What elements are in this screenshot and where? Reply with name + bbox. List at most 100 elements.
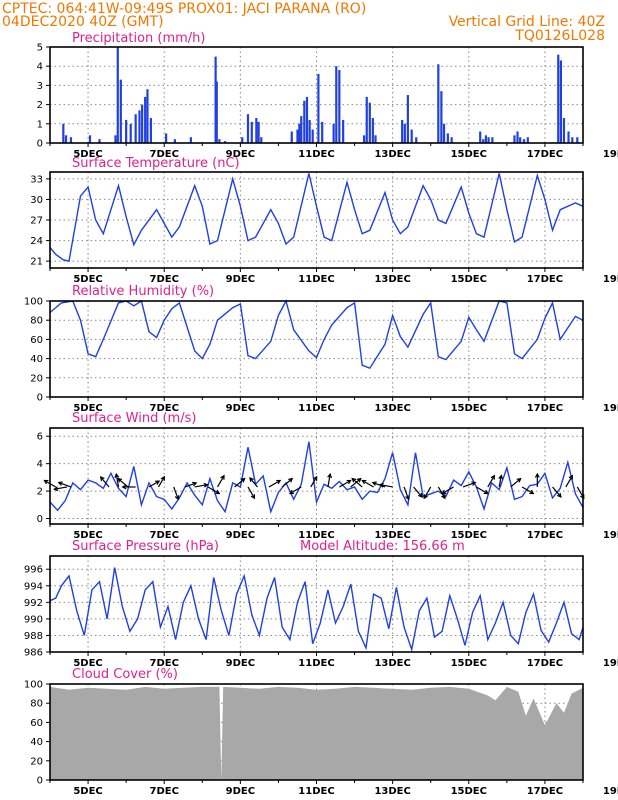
precip-bar: [218, 139, 221, 143]
wind-arrow-shaft: [327, 474, 331, 488]
wind-arrow: [288, 486, 302, 495]
precip-bar: [69, 137, 73, 143]
precip-bar: [300, 116, 303, 143]
precip-xtick-label: 9DEC: [226, 149, 255, 160]
precip-ytick-label: 4: [37, 62, 43, 73]
wind-arrow-shaft: [350, 478, 362, 488]
temperature-xtick-label: 15DEC: [451, 274, 487, 285]
cloud-xtick-label: 9DEC: [226, 786, 255, 797]
precip-bar: [410, 129, 413, 143]
precip-bar: [362, 135, 366, 143]
pressure-ytick-label: 996: [24, 565, 43, 576]
cloud-xtick-label: 13DEC: [374, 786, 410, 797]
wind-arrow: [117, 477, 129, 488]
wind-arrow: [207, 486, 221, 495]
precip-xtick-label: 17DEC: [527, 149, 563, 160]
wind-arrow-head: [378, 482, 384, 488]
precip-bar: [311, 129, 314, 143]
pressure-xtick-label: 5DEC: [73, 658, 102, 669]
wind-arrow: [378, 482, 393, 488]
pressure-xtick-label: 7DEC: [149, 658, 178, 669]
precip-bar: [62, 123, 65, 143]
wind-arrow-shaft: [372, 481, 386, 488]
wind-arrow: [99, 476, 110, 488]
precip-bar: [308, 119, 311, 143]
wind-ytick-label: 2: [37, 487, 43, 498]
precip-title: Precipitation (mm/h): [72, 31, 205, 46]
humidity-xtick-label: 19DEC: [603, 403, 618, 414]
wind-ytick-label: 6: [37, 432, 43, 443]
header-run-time: 04DEC2020 40Z (GMT): [2, 14, 164, 30]
wind-arrow: [534, 472, 540, 487]
wind-arrow-shaft: [281, 478, 293, 488]
humidity-xtick-label: 15DEC: [451, 403, 487, 414]
cloud-xtick-label: 7DEC: [149, 786, 178, 797]
humidity-ytick-label: 80: [30, 316, 43, 327]
cloud-ytick-label: 60: [30, 718, 43, 729]
wind-arrow: [216, 474, 225, 488]
temperature-ytick-label: 27: [30, 216, 43, 227]
wind-arrow: [565, 474, 573, 488]
precip-bar: [149, 118, 152, 143]
temperature-panel: 5DEC 7DEC 9DEC 11DEC 13DEC 15DEC 17DEC 19DEC 21 2…: [30, 171, 618, 285]
wind-arrow-shaft: [117, 478, 129, 488]
wind-arrow: [552, 486, 562, 498]
precip-bar: [224, 141, 227, 143]
wind-arrow-head: [117, 477, 123, 483]
wind-arrow: [327, 472, 333, 488]
wind-arrow-head: [490, 474, 495, 480]
wind-arrow: [361, 479, 374, 488]
wind-arrow: [53, 486, 68, 492]
wind-arrow-shaft: [148, 480, 160, 488]
temperature-xtick-label: 9DEC: [226, 274, 255, 285]
precip-bar: [146, 89, 149, 143]
precip-bar: [368, 102, 371, 143]
wind-arrow-head: [529, 489, 535, 495]
wind-arrow-head: [53, 486, 59, 492]
precip-bar: [144, 96, 147, 143]
precip-bar: [98, 139, 101, 143]
wind-arrow: [249, 477, 258, 488]
pressure-ytick-label: 988: [24, 631, 43, 642]
cloud-frame: [49, 683, 584, 781]
precip-xtick-label: 7DEC: [149, 149, 178, 160]
wind-xtick-label: 13DEC: [374, 530, 410, 541]
precip-xtick-label: 11DEC: [298, 149, 334, 160]
wind-arrow: [121, 484, 136, 490]
wind-arrow-head: [441, 489, 447, 495]
wind-arrow-head: [361, 479, 367, 485]
wind-arrow-shaft: [339, 479, 351, 488]
humidity-ytick-label: 60: [30, 335, 43, 346]
header-location: CPTEC: 064:41W-09:49S PROX01: JACI PARAN…: [2, 1, 366, 17]
precip-bar: [401, 119, 404, 143]
wind-arrow-head: [351, 477, 357, 483]
wind-arrow-head: [174, 495, 180, 501]
wind-arrow-shaft: [413, 486, 423, 498]
precip-bar: [513, 135, 516, 143]
precip-bar: [437, 64, 440, 143]
wind-arrow-shaft: [54, 486, 68, 490]
wind-arrow-head: [160, 475, 165, 481]
wind-arrow-head: [556, 492, 562, 498]
wind-arrow-shaft: [100, 476, 110, 488]
wind-arrow-head: [288, 477, 294, 483]
precip-bar: [114, 135, 117, 143]
precip-bar: [406, 95, 409, 143]
precip-bar: [571, 137, 574, 143]
temperature-xtick-label: 11DEC: [298, 274, 334, 285]
wind-arrow-shaft: [247, 486, 255, 499]
wind-arrow-head: [250, 494, 256, 500]
precip-ytick-label: 0: [37, 139, 43, 150]
wind-arrow: [498, 474, 504, 488]
precip-bar: [165, 133, 168, 143]
cloud-ytick-label: 20: [30, 756, 43, 767]
wind-arrow: [114, 472, 120, 488]
wind-arrow: [57, 481, 72, 488]
pressure-panel: 5DEC 7DEC 9DEC 11DEC 13DEC 15DEC 17DEC 19DEC 986…: [24, 555, 618, 669]
temperature-xtick-label: 19DEC: [603, 274, 618, 285]
wind-xtick-label: 15DEC: [451, 530, 487, 541]
cloud-panel: 5DEC 7DEC 9DEC 11DEC 13DEC 15DEC 17DEC 19DEC 0 20…: [24, 680, 618, 798]
wind-arrow: [281, 477, 294, 488]
humidity-xtick-label: 9DEC: [226, 403, 255, 414]
